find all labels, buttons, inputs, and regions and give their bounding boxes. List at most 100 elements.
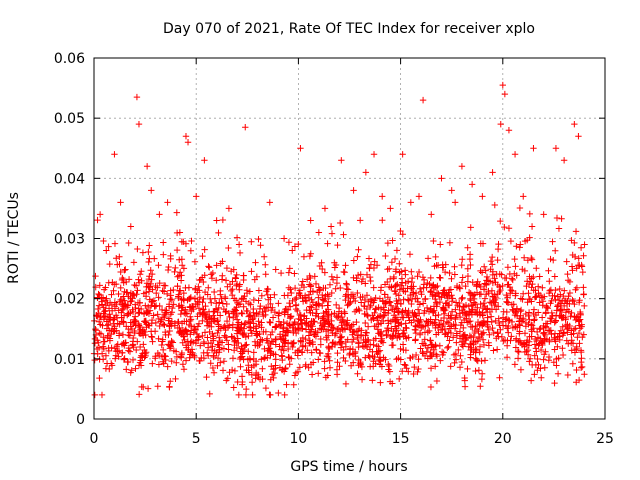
scatter-point-bg — [235, 391, 242, 399]
scatter-point-bg — [536, 340, 543, 347]
scatter-point-bg — [564, 321, 571, 328]
scatter-point-bg — [251, 276, 259, 283]
scatter-point-bg — [362, 336, 369, 344]
scatter-point-bg — [564, 270, 571, 278]
scatter-point-bg — [515, 348, 522, 356]
scatter-point-bg — [566, 289, 574, 297]
scatter-point-bg — [262, 261, 269, 268]
scatter-point — [117, 199, 124, 206]
scatter-point-bg — [547, 286, 555, 294]
scatter-point-bg — [413, 295, 421, 302]
y-tick-label: 0.02 — [54, 292, 85, 308]
scatter-point-bg — [403, 311, 411, 319]
scatter-point-bg — [308, 349, 315, 356]
scatter-point-bg — [455, 346, 462, 354]
scatter-point-bg — [288, 289, 295, 297]
scatter-point-bg — [449, 334, 457, 341]
scatter-point-bg — [525, 342, 533, 349]
scatter-point-bg — [355, 325, 363, 333]
scatter-point-bg — [176, 269, 184, 276]
axis-ticks: 0 5 10 15 20 25 0 0.01 0.02 0.03 0.04 0.05 0.06 — [54, 51, 614, 447]
x-tick-label: 10 — [289, 431, 307, 447]
scatter-point-bg — [204, 334, 211, 341]
scatter-point-bg — [554, 370, 562, 377]
scatter-point-bg — [235, 319, 242, 326]
scatter-point-bg — [319, 302, 326, 310]
scatter-point — [581, 241, 588, 248]
scatter-point-bg — [535, 361, 542, 369]
scatter-point-bg — [566, 300, 573, 308]
scatter-point-bg — [328, 289, 335, 297]
scatter-point-bg — [336, 327, 344, 335]
scatter-point-bg — [167, 287, 174, 294]
scatter-point-bg — [219, 300, 227, 307]
scatter-point-bg — [395, 309, 403, 316]
scatter-point-bg — [344, 302, 351, 309]
scatter-point-bg — [158, 341, 165, 349]
scatter-point-bg — [526, 358, 533, 365]
scatter-point-bg — [178, 262, 186, 269]
scatter-point-bg — [580, 252, 587, 259]
scatter-point-bg — [355, 340, 362, 347]
scatter-point-bg — [480, 299, 488, 307]
scatter-point-bg — [378, 337, 385, 344]
scatter-point-bg — [503, 274, 510, 282]
scatter-point-bg — [256, 341, 263, 349]
scatter-point-bg — [529, 280, 536, 288]
scatter-point-bg — [250, 305, 257, 313]
scatter-point-bg — [148, 333, 156, 341]
scatter-point-bg — [258, 356, 265, 363]
scatter-point-bg — [178, 238, 186, 245]
scatter-point-bg — [338, 333, 345, 340]
scatter-point-bg — [435, 311, 442, 319]
scatter-point-bg — [445, 319, 452, 327]
scatter-point-bg — [532, 287, 539, 294]
scatter-point-bg — [516, 244, 523, 251]
scatter-point-bg — [324, 326, 332, 333]
scatter-point-bg — [485, 339, 492, 346]
scatter-point-bg — [526, 210, 533, 218]
scatter-point-bg — [234, 335, 241, 342]
scatter-point-bg — [205, 284, 212, 291]
scatter-point-bg — [315, 356, 322, 363]
scatter-point-bg — [315, 301, 323, 309]
scatter-point-bg — [580, 331, 587, 338]
scatter-point-bg — [152, 302, 160, 309]
scatter-point-bg — [248, 379, 256, 386]
scatter-point-bg — [377, 379, 384, 386]
scatter-point-bg — [419, 274, 427, 281]
scatter-point-bg — [470, 295, 478, 303]
scatter-point-bg — [464, 278, 472, 285]
scatter-point-bg — [494, 281, 501, 289]
scatter-point-bg — [554, 303, 561, 310]
scatter-point-bg — [196, 309, 204, 316]
scatter-point-bg — [302, 320, 310, 327]
scatter-point-bg — [226, 313, 233, 321]
scatter-point-bg — [362, 319, 369, 327]
scatter-point-bg — [317, 350, 324, 357]
scatter-point-bg — [100, 338, 107, 345]
scatter-point — [103, 247, 110, 254]
scatter-point-bg — [371, 353, 378, 361]
scatter-point-bg — [446, 286, 453, 294]
scatter-point-bg — [554, 343, 561, 350]
scatter-point-bg — [328, 321, 335, 329]
scatter-point-bg — [560, 313, 567, 321]
scatter-point-bg — [426, 280, 433, 288]
scatter-point-bg — [230, 314, 237, 321]
scatter-point-bg — [557, 300, 565, 307]
scatter-point-bg — [446, 239, 454, 247]
scatter-point-bg — [395, 375, 403, 383]
scatter-point-bg — [448, 298, 456, 305]
scatter-point-bg — [169, 304, 176, 312]
scatter-point-bg — [325, 332, 332, 339]
scatter-point-bg — [511, 255, 518, 263]
scatter-point-bg — [465, 318, 473, 326]
scatter-point-bg — [407, 284, 415, 292]
scatter-point-bg — [272, 336, 279, 343]
scatter-point-bg — [464, 265, 472, 272]
scatter-point-bg — [282, 337, 289, 344]
scatter-point-bg — [165, 341, 173, 349]
scatter-point-bg — [477, 383, 484, 390]
scatter-point-bg — [234, 299, 241, 307]
